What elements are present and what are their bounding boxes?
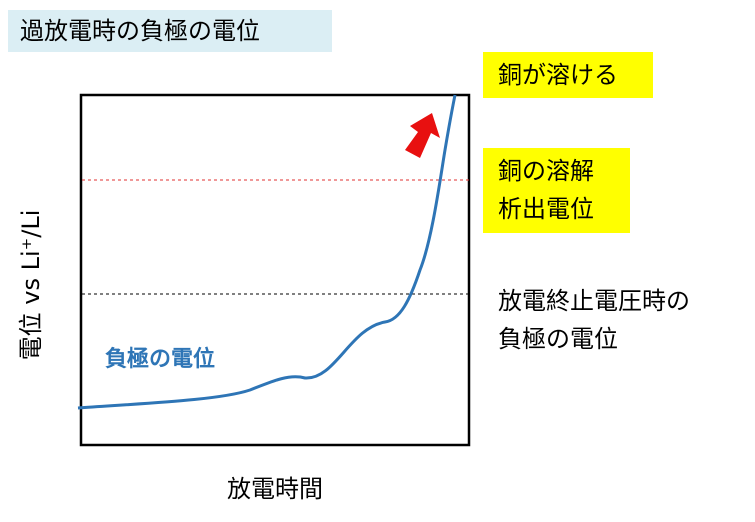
note: 放電終止電圧時の — [498, 287, 690, 315]
potential-curve — [77, 94, 457, 410]
note: 銅が溶ける — [498, 61, 618, 89]
note: 負極の電位 — [498, 325, 618, 353]
note-box — [483, 148, 630, 233]
title-box — [8, 10, 332, 52]
note: 析出電位 — [498, 195, 594, 223]
plot-frame — [79, 93, 471, 447]
x-axis-label: 放電時間 — [227, 475, 323, 503]
title: 過放電時の負極の電位 — [20, 17, 260, 45]
arrow — [405, 113, 440, 158]
note: 銅の溶解 — [498, 157, 594, 185]
note-box — [483, 52, 653, 98]
curve-label: 負極の電位 — [105, 346, 215, 372]
y-axis-label: 電位 vs Li⁺/Li — [17, 210, 45, 361]
